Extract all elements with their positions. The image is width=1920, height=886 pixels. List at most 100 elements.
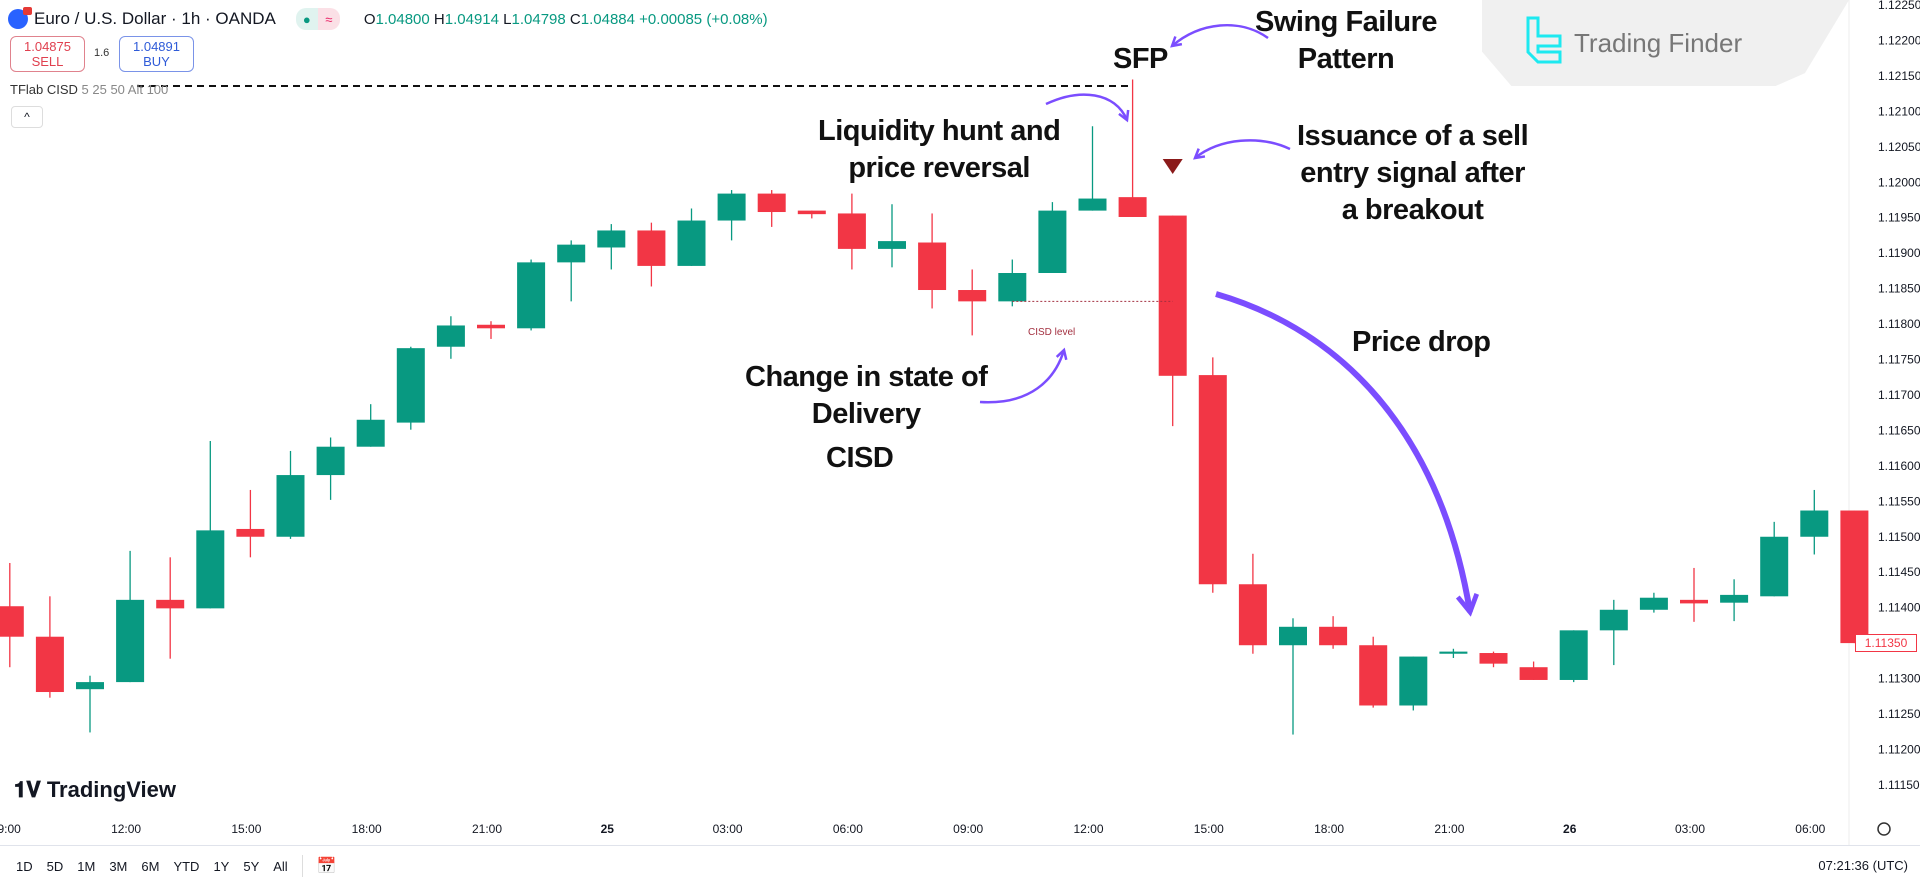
candle-body — [597, 230, 626, 248]
candle — [637, 222, 666, 287]
candle — [1198, 357, 1227, 593]
low-label: L — [503, 10, 512, 28]
chevron-up-icon: ^ — [24, 110, 30, 124]
candle — [677, 208, 706, 266]
candle — [918, 213, 947, 309]
range-1y[interactable]: 1Y — [213, 858, 230, 874]
candle — [1479, 651, 1508, 668]
clock[interactable]: 07:21:36 (UTC) — [1818, 858, 1908, 873]
candle-body — [156, 599, 185, 609]
price-axis[interactable]: 1.12250 1.12200 1.12150 1.12100 1.12050 1.120… — [1878, 0, 1920, 792]
time-axis[interactable]: 09:00 12:00 15:00 18:00 21:00 25 03:00 06:00 09:… — [0, 822, 1826, 836]
annotation-sfp: SFP — [1113, 43, 1168, 75]
candle-body — [35, 636, 64, 693]
candle-body — [717, 193, 746, 221]
indicator-params: 5 25 50 Alt 100 — [81, 82, 169, 97]
range-1d[interactable]: 1D — [16, 858, 33, 874]
buy-button[interactable]: 1.04891 BUY — [119, 36, 194, 72]
range-6m[interactable]: 6M — [141, 858, 160, 874]
market-status[interactable]: ● ≈ — [295, 8, 340, 30]
price-tick-label: 1.12000 — [1878, 175, 1920, 189]
candle-body — [236, 528, 265, 537]
candle — [1158, 215, 1187, 427]
high-value: 1.04914 — [444, 10, 499, 28]
calendar-goto-icon[interactable]: 📅 — [316, 858, 337, 875]
candle-body — [436, 325, 465, 347]
candle-body — [1760, 536, 1789, 597]
tradingview-text: TradingView — [46, 777, 177, 802]
open-value: 1.04800 — [375, 10, 430, 28]
candle — [316, 437, 345, 500]
candle-body — [1479, 653, 1508, 664]
time-tick-label: 06:00 — [833, 822, 863, 836]
arrow-swing-failure — [1170, 23, 1269, 48]
candle — [1639, 592, 1668, 613]
close-label: C — [569, 10, 581, 28]
price-tick-label: 1.11850 — [1878, 282, 1920, 296]
candle-body — [837, 213, 866, 249]
annotation-swing-failure: Swing Failure Pattern — [1255, 6, 1438, 75]
candle-body — [1399, 656, 1428, 706]
indicator-name: TFlab CISD — [10, 82, 78, 97]
sell-label: SELL — [31, 54, 64, 69]
candle-body — [0, 606, 24, 637]
candle-body — [1158, 215, 1187, 376]
candle-body — [116, 599, 145, 683]
symbol-title[interactable]: Euro / U.S. Dollar · 1h · OANDA — [34, 9, 276, 28]
time-tick-label: 03:00 — [1675, 822, 1705, 836]
price-tick-label: 1.11500 — [1878, 530, 1920, 544]
eur-usd-flag-icon — [8, 7, 32, 29]
range-1m[interactable]: 1M — [77, 858, 96, 874]
candle — [1720, 579, 1749, 622]
collapse-legend-button[interactable]: ^ — [11, 106, 43, 128]
time-tick-label: 12:00 — [1073, 822, 1103, 836]
indicator-legend[interactable]: TFlab CISD 5 25 50 Alt 100 — [10, 82, 168, 97]
time-tick-label: 18:00 — [352, 822, 382, 836]
low-value: 1.04798 — [511, 10, 566, 28]
sell-button[interactable]: 1.04875 SELL — [10, 36, 85, 72]
price-tick-label: 1.11550 — [1878, 494, 1920, 508]
range-all[interactable]: All — [273, 858, 288, 874]
candle-body — [1599, 609, 1628, 631]
tradingview-watermark[interactable]: 𝟏𝐕 TradingView — [14, 777, 176, 803]
price-tick-label: 1.11900 — [1878, 246, 1920, 260]
bottom-toolbar: 1D 5D 1M 3M 6M YTD 1Y 5Y All 📅 07:21:36 … — [0, 845, 1920, 886]
time-tick-label: 15:00 — [1194, 822, 1224, 836]
candle-body — [1519, 667, 1548, 680]
candle-body — [557, 244, 586, 263]
candle — [1359, 636, 1388, 708]
time-tick-label: 12:00 — [111, 822, 141, 836]
candle-body — [196, 530, 225, 609]
range-5y[interactable]: 5Y — [243, 858, 260, 874]
candle-body — [757, 193, 786, 213]
arrow-cisd — [979, 347, 1068, 404]
time-tick-label: 15:00 — [231, 822, 261, 836]
price-tick-label: 1.11700 — [1878, 388, 1920, 402]
range-5d[interactable]: 5D — [46, 858, 64, 874]
candle-body — [1319, 626, 1348, 646]
candle — [1279, 618, 1307, 735]
candle — [597, 224, 626, 270]
divider — [301, 855, 303, 877]
logo-text: Trading Finder — [1574, 27, 1743, 58]
axis-settings-eye-icon[interactable] — [1877, 822, 1891, 836]
high-label: H — [433, 10, 445, 28]
candle — [1519, 661, 1548, 680]
ohlc-values: O1.04800 H1.04914 L1.04798 C1.04884 +0.0… — [364, 11, 768, 28]
candle-body — [356, 419, 385, 447]
candle-body — [998, 273, 1027, 302]
candle — [276, 450, 305, 539]
candle-body — [1439, 651, 1468, 654]
candle-body — [477, 324, 505, 329]
range-3m[interactable]: 3M — [109, 858, 128, 874]
arrow-price-drop — [1215, 291, 1479, 617]
annotation-change-state: Change in state of Delivery — [745, 361, 988, 430]
candle-body — [1680, 599, 1708, 604]
candle — [116, 550, 145, 683]
time-tick-label: 25 — [601, 822, 615, 836]
candle-body — [637, 230, 666, 266]
price-tick-label: 1.12100 — [1878, 104, 1920, 118]
time-tick-label: 21:00 — [472, 822, 502, 836]
range-ytd[interactable]: YTD — [173, 858, 200, 874]
